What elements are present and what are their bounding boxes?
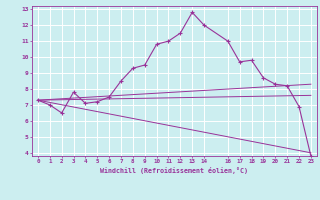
- X-axis label: Windchill (Refroidissement éolien,°C): Windchill (Refroidissement éolien,°C): [100, 167, 248, 174]
